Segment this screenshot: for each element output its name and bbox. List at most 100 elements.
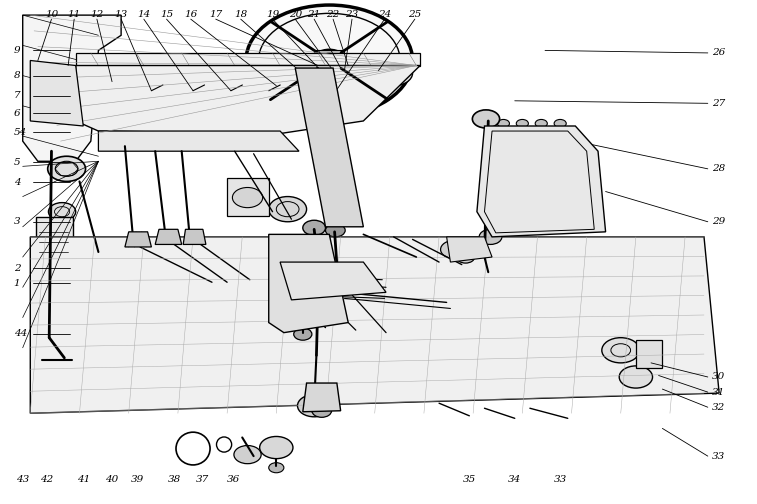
Circle shape	[326, 224, 345, 237]
Polygon shape	[98, 131, 299, 151]
Text: 28: 28	[712, 164, 725, 173]
Circle shape	[554, 119, 566, 128]
Text: 29: 29	[712, 217, 725, 226]
Circle shape	[312, 404, 332, 417]
Circle shape	[535, 119, 547, 128]
Circle shape	[164, 72, 222, 110]
Circle shape	[472, 110, 500, 128]
Text: 21: 21	[307, 10, 321, 19]
Bar	[314, 50, 344, 71]
Polygon shape	[23, 15, 121, 161]
Text: 31: 31	[712, 388, 725, 397]
Bar	[203, 136, 222, 146]
Text: 2: 2	[14, 264, 20, 273]
Circle shape	[123, 72, 180, 110]
Bar	[367, 57, 388, 75]
Text: 44: 44	[14, 329, 27, 338]
Text: 27: 27	[712, 99, 725, 108]
Text: 20: 20	[288, 10, 302, 19]
Text: 9: 9	[14, 46, 20, 55]
Circle shape	[619, 366, 653, 388]
Text: 38: 38	[167, 475, 181, 484]
Circle shape	[497, 119, 509, 128]
Text: 15: 15	[160, 10, 173, 19]
Text: 30: 30	[712, 372, 725, 382]
Text: 13: 13	[114, 10, 128, 19]
Circle shape	[89, 76, 135, 106]
Text: 33: 33	[712, 452, 725, 461]
Text: 16: 16	[184, 10, 198, 19]
Bar	[110, 136, 129, 146]
Text: 6: 6	[14, 109, 20, 118]
Circle shape	[375, 60, 413, 86]
Text: 42: 42	[40, 475, 54, 484]
Text: 3: 3	[14, 217, 20, 226]
Circle shape	[202, 72, 260, 110]
Text: 5: 5	[14, 158, 20, 167]
Bar	[172, 136, 191, 146]
Circle shape	[234, 446, 261, 464]
Polygon shape	[125, 232, 151, 247]
Circle shape	[441, 240, 468, 259]
Polygon shape	[30, 237, 719, 413]
Text: 10: 10	[45, 10, 58, 19]
Text: 26: 26	[712, 48, 725, 57]
Circle shape	[308, 389, 335, 407]
Text: 18: 18	[234, 10, 248, 19]
Polygon shape	[447, 237, 492, 262]
Text: 4: 4	[14, 178, 20, 187]
Circle shape	[516, 119, 528, 128]
Circle shape	[313, 49, 346, 72]
Polygon shape	[477, 126, 606, 237]
Circle shape	[305, 400, 323, 412]
Bar	[234, 136, 253, 146]
Circle shape	[286, 294, 319, 316]
Circle shape	[294, 328, 312, 340]
Circle shape	[260, 436, 293, 459]
Circle shape	[246, 5, 413, 116]
Text: 25: 25	[408, 10, 422, 19]
Text: 33: 33	[553, 475, 567, 484]
Circle shape	[298, 395, 331, 417]
Text: 23: 23	[345, 10, 359, 19]
Polygon shape	[269, 234, 348, 333]
Text: 11: 11	[67, 10, 81, 19]
Polygon shape	[303, 383, 341, 412]
Text: 40: 40	[105, 475, 119, 484]
Circle shape	[456, 251, 475, 263]
Text: 32: 32	[712, 403, 725, 412]
Circle shape	[463, 240, 488, 256]
Text: 1: 1	[14, 279, 20, 288]
Circle shape	[269, 463, 284, 473]
Circle shape	[48, 156, 86, 181]
Circle shape	[240, 72, 298, 110]
Text: 37: 37	[196, 475, 210, 484]
Text: 12: 12	[90, 10, 104, 19]
Polygon shape	[155, 229, 182, 244]
Bar	[36, 217, 73, 262]
Text: 24: 24	[378, 10, 391, 19]
Text: 17: 17	[209, 10, 223, 19]
Text: 35: 35	[463, 475, 476, 484]
Circle shape	[232, 187, 263, 208]
Text: 39: 39	[131, 475, 145, 484]
Circle shape	[602, 338, 640, 363]
Text: 41: 41	[76, 475, 90, 484]
Circle shape	[48, 203, 76, 221]
Text: 54: 54	[14, 128, 27, 137]
Text: 34: 34	[508, 475, 522, 484]
Text: 43: 43	[16, 475, 30, 484]
Bar	[265, 136, 284, 146]
Circle shape	[78, 68, 146, 113]
Polygon shape	[280, 262, 386, 300]
Polygon shape	[295, 68, 363, 227]
Polygon shape	[76, 66, 420, 134]
Text: 22: 22	[326, 10, 340, 19]
Polygon shape	[30, 60, 83, 126]
Polygon shape	[76, 53, 420, 66]
Text: 7: 7	[14, 91, 20, 100]
Bar	[636, 340, 662, 368]
Text: 19: 19	[266, 10, 279, 19]
Bar	[227, 178, 269, 216]
Polygon shape	[183, 229, 206, 244]
